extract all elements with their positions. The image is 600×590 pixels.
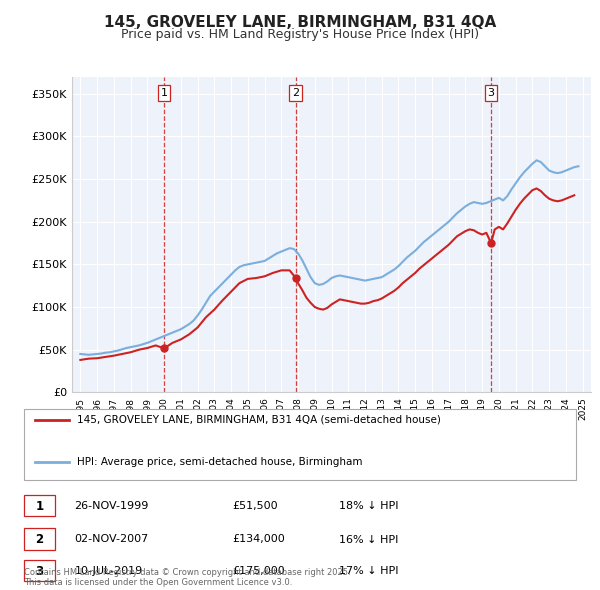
- Text: 26-NOV-1999: 26-NOV-1999: [74, 501, 149, 511]
- Text: 2: 2: [35, 533, 43, 546]
- Text: 1: 1: [161, 88, 167, 98]
- FancyBboxPatch shape: [23, 495, 55, 516]
- Text: 10-JUL-2019: 10-JUL-2019: [74, 566, 143, 576]
- Text: 18% ↓ HPI: 18% ↓ HPI: [340, 501, 399, 511]
- FancyBboxPatch shape: [23, 560, 55, 581]
- FancyBboxPatch shape: [23, 529, 55, 550]
- Text: 145, GROVELEY LANE, BIRMINGHAM, B31 4QA (semi-detached house): 145, GROVELEY LANE, BIRMINGHAM, B31 4QA …: [77, 415, 441, 425]
- FancyBboxPatch shape: [23, 409, 577, 480]
- Text: Contains HM Land Registry data © Crown copyright and database right 2025.
This d: Contains HM Land Registry data © Crown c…: [24, 568, 350, 587]
- Text: 145, GROVELEY LANE, BIRMINGHAM, B31 4QA: 145, GROVELEY LANE, BIRMINGHAM, B31 4QA: [104, 15, 496, 30]
- Text: 1: 1: [35, 500, 43, 513]
- Text: £51,500: £51,500: [232, 501, 278, 511]
- Text: 02-NOV-2007: 02-NOV-2007: [74, 535, 149, 545]
- Text: 3: 3: [35, 565, 43, 578]
- Text: 16% ↓ HPI: 16% ↓ HPI: [340, 535, 399, 545]
- Text: 3: 3: [488, 88, 494, 98]
- Text: £134,000: £134,000: [232, 535, 285, 545]
- Text: 2: 2: [292, 88, 299, 98]
- Text: £175,000: £175,000: [232, 566, 285, 576]
- Text: 17% ↓ HPI: 17% ↓ HPI: [340, 566, 399, 576]
- Text: HPI: Average price, semi-detached house, Birmingham: HPI: Average price, semi-detached house,…: [77, 457, 363, 467]
- Text: Price paid vs. HM Land Registry's House Price Index (HPI): Price paid vs. HM Land Registry's House …: [121, 28, 479, 41]
